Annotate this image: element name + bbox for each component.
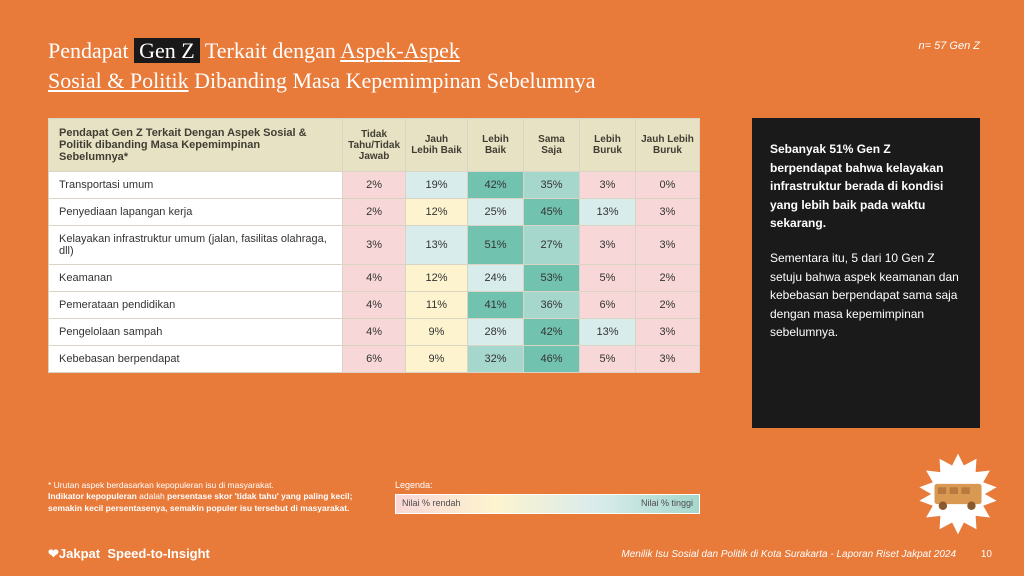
data-cell: 19% (406, 172, 468, 199)
data-cell: 53% (524, 265, 580, 292)
title-pre: Pendapat (48, 38, 134, 63)
data-cell: 42% (468, 172, 524, 199)
data-cell: 2% (343, 172, 406, 199)
title-mid: Terkait dengan (200, 38, 340, 63)
row-label: Kelayakan infrastruktur umum (jalan, fas… (49, 226, 343, 265)
row-label: Keamanan (49, 265, 343, 292)
brand-logo-icon: ❤ (48, 546, 59, 561)
data-cell: 4% (343, 265, 406, 292)
title-underline-1: Aspek-Aspek (340, 38, 460, 63)
legend-low: Nilai % rendah (402, 498, 461, 508)
sample-size: n= 57 Gen Z (919, 40, 980, 52)
row-label: Pemerataan pendidikan (49, 292, 343, 319)
data-cell: 46% (524, 346, 580, 373)
table-row: Kebebasan berpendapat6%9%32%46%5%3% (49, 346, 700, 373)
data-cell: 25% (468, 199, 524, 226)
sidebar-p1: Sebanyak 51% Gen Z berpendapat bahwa kel… (770, 140, 962, 233)
brand-tagline: Speed-to-Insight (107, 546, 210, 561)
row-label: Penyediaan lapangan kerja (49, 199, 343, 226)
data-cell: 6% (580, 292, 636, 319)
data-cell: 0% (636, 172, 700, 199)
data-cell: 41% (468, 292, 524, 319)
table-row: Transportasi umum2%19%42%35%3%0% (49, 172, 700, 199)
table-header-col: Lebih Buruk (580, 119, 636, 172)
data-cell: 3% (343, 226, 406, 265)
data-cell: 4% (343, 319, 406, 346)
table-header-col: Sama Saja (524, 119, 580, 172)
bus-badge-icon (916, 452, 1000, 536)
table-row: Kelayakan infrastruktur umum (jalan, fas… (49, 226, 700, 265)
table-row: Pengelolaan sampah4%9%28%42%13%3% (49, 319, 700, 346)
data-cell: 3% (580, 172, 636, 199)
data-cell: 12% (406, 265, 468, 292)
footnote-line1: * Urutan aspek berdasarkan kepopuleran i… (48, 480, 274, 490)
data-cell: 24% (468, 265, 524, 292)
data-cell: 3% (636, 319, 700, 346)
title-highlight: Gen Z (134, 38, 200, 63)
source-text: Menilik Isu Sosial dan Politik di Kota S… (621, 549, 956, 560)
data-table-wrap: Pendapat Gen Z Terkait Dengan Aspek Sosi… (48, 118, 700, 373)
data-cell: 36% (524, 292, 580, 319)
brand-area: ❤Jakpat Speed-to-Insight (48, 546, 210, 562)
insight-sidebar: Sebanyak 51% Gen Z berpendapat bahwa kel… (752, 118, 980, 428)
data-cell: 2% (636, 292, 700, 319)
footnote-mid: adalah (139, 491, 167, 501)
table-header-col: Tidak Tahu/Tidak Jawab (343, 119, 406, 172)
data-cell: 51% (468, 226, 524, 265)
table-row: Keamanan4%12%24%53%5%2% (49, 265, 700, 292)
data-cell: 2% (343, 199, 406, 226)
row-label: Transportasi umum (49, 172, 343, 199)
data-cell: 27% (524, 226, 580, 265)
title-rest: Dibanding Masa Kepemimpinan Sebelumnya (189, 68, 596, 93)
table-row: Penyediaan lapangan kerja2%12%25%45%13%3… (49, 199, 700, 226)
row-label: Pengelolaan sampah (49, 319, 343, 346)
table-header-col: Jauh Lebih Buruk (636, 119, 700, 172)
data-cell: 3% (636, 226, 700, 265)
data-cell: 13% (580, 199, 636, 226)
data-cell: 3% (636, 199, 700, 226)
data-cell: 32% (468, 346, 524, 373)
table-header-col: Jauh Lebih Baik (406, 119, 468, 172)
data-cell: 13% (406, 226, 468, 265)
row-label: Kebebasan berpendapat (49, 346, 343, 373)
legend-label: Legenda: (395, 480, 700, 490)
data-cell: 4% (343, 292, 406, 319)
data-cell: 12% (406, 199, 468, 226)
data-cell: 2% (636, 265, 700, 292)
data-cell: 45% (524, 199, 580, 226)
data-cell: 35% (524, 172, 580, 199)
data-cell: 42% (524, 319, 580, 346)
footnote: * Urutan aspek berdasarkan kepopuleran i… (48, 480, 368, 514)
table-header-col: Lebih Baik (468, 119, 524, 172)
table-header-first: Pendapat Gen Z Terkait Dengan Aspek Sosi… (49, 119, 343, 172)
data-cell: 5% (580, 265, 636, 292)
brand-logo: Jakpat (59, 546, 100, 561)
data-cell: 3% (636, 346, 700, 373)
data-cell: 3% (580, 226, 636, 265)
legend-high: Nilai % tinggi (641, 498, 693, 508)
data-cell: 5% (580, 346, 636, 373)
sidebar-p2: Sementara itu, 5 dari 10 Gen Z setuju ba… (770, 249, 962, 342)
legend-gradient: Nilai % rendah Nilai % tinggi (395, 494, 700, 514)
data-cell: 9% (406, 346, 468, 373)
data-cell: 11% (406, 292, 468, 319)
data-cell: 28% (468, 319, 524, 346)
title-underline-2: Sosial & Politik (48, 68, 189, 93)
table-row: Pemerataan pendidikan4%11%41%36%6%2% (49, 292, 700, 319)
legend: Legenda: Nilai % rendah Nilai % tinggi (395, 480, 700, 514)
data-cell: 13% (580, 319, 636, 346)
data-cell: 6% (343, 346, 406, 373)
page-number: 10 (981, 549, 992, 560)
data-table: Pendapat Gen Z Terkait Dengan Aspek Sosi… (48, 118, 700, 373)
data-cell: 9% (406, 319, 468, 346)
page-title: Pendapat Gen Z Terkait dengan Aspek-Aspe… (48, 36, 748, 95)
footnote-indicator: Indikator kepopuleran (48, 491, 139, 501)
